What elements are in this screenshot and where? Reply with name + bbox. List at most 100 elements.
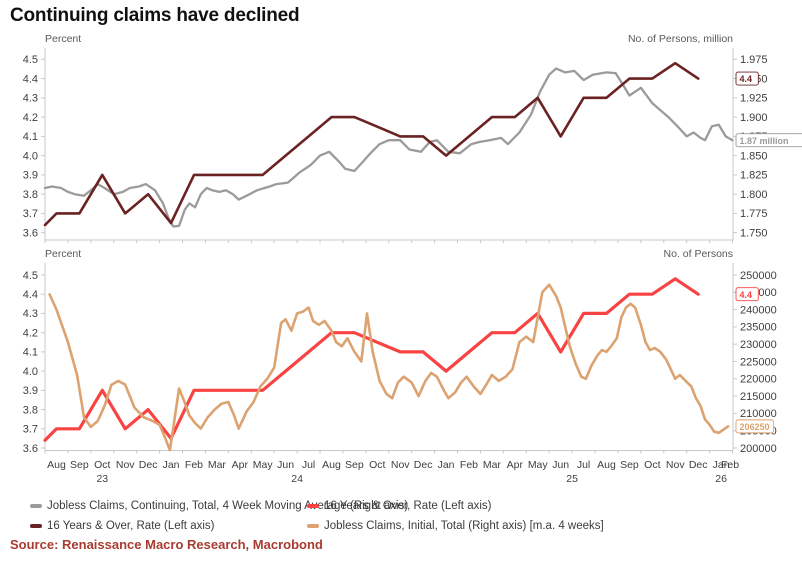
month-label: May — [253, 459, 274, 471]
month-label: Apr — [232, 459, 249, 471]
left-tick-label: 4.3 — [23, 93, 38, 105]
right-tick-label: 1.750 — [740, 228, 768, 240]
month-label: Jun — [277, 459, 294, 471]
end-value-label: 4.4 — [740, 74, 753, 84]
end-value-chip — [735, 133, 802, 148]
end-value-chip — [735, 419, 775, 434]
month-label: Dec — [414, 459, 433, 471]
month-label: Mar — [483, 459, 502, 471]
end-value-label: 4.4 — [740, 290, 753, 300]
end-value-label: 206250 — [740, 422, 770, 432]
month-label: Oct — [369, 459, 385, 471]
left-tick-label: 3.9 — [23, 170, 38, 182]
legend-swatch-dark-red — [30, 524, 42, 528]
end-value-chip — [735, 71, 759, 86]
end-value-chip — [735, 287, 759, 302]
series-line-orange — [48, 283, 730, 452]
left-tick-label: 3.7 — [23, 208, 38, 220]
left-tick-label: 4.0 — [23, 366, 38, 378]
year-label: 26 — [715, 473, 727, 485]
month-label: Jan — [163, 459, 180, 471]
right-tick-label: 235000 — [740, 322, 777, 334]
year-label: 24 — [291, 473, 303, 485]
right-tick-label: 250000 — [740, 270, 777, 282]
right-tick-label: 230000 — [740, 339, 777, 351]
month-label: Jan — [438, 459, 455, 471]
left-tick-label: 3.8 — [23, 189, 38, 201]
month-label: Sep — [620, 459, 639, 471]
month-label: Feb — [185, 459, 203, 471]
month-label: Mar — [208, 459, 227, 471]
legend-label: Jobless Claims, Initial, Total (Right ax… — [324, 520, 604, 532]
right-tick-label: 240000 — [740, 304, 777, 316]
month-label: Nov — [116, 459, 135, 471]
left-tick-label: 4.5 — [23, 270, 38, 282]
legend-swatch-orange — [307, 524, 319, 528]
month-label: Sep — [70, 459, 89, 471]
legend-item-rate-red: 16 Years & Over, Rate (Left axis) — [307, 500, 491, 512]
left-tick-label: 4.4 — [23, 289, 38, 301]
left-tick-label: 3.7 — [23, 424, 38, 436]
month-label: Feb — [721, 459, 739, 471]
legend-item-initial-claims: Jobless Claims, Initial, Total (Right ax… — [307, 520, 604, 532]
month-label: May — [528, 459, 549, 471]
legend-swatch-red — [307, 504, 319, 508]
source-note: Source: Renaissance Macro Research, Macr… — [10, 537, 323, 552]
month-label: Dec — [139, 459, 158, 471]
right-axis-title: No. of Persons, million — [628, 33, 733, 45]
right-tick-label: 225000 — [740, 356, 777, 368]
left-tick-label: 4.1 — [23, 131, 38, 143]
month-label: Nov — [666, 459, 685, 471]
right-axis-title: No. of Persons — [664, 248, 733, 260]
left-tick-label: 3.8 — [23, 404, 38, 416]
left-tick-label: 4.5 — [23, 54, 38, 66]
legend-label: Jobless Claims, Continuing, Total, 4 Wee… — [47, 500, 409, 512]
series-line-dark_red — [43, 61, 700, 227]
month-label: Feb — [460, 459, 478, 471]
month-label: Oct — [644, 459, 660, 471]
left-tick-label: 4.4 — [23, 73, 38, 85]
month-label: Jan — [713, 459, 730, 471]
left-axis-title: Percent — [45, 248, 81, 260]
series-line-gray — [43, 67, 734, 228]
right-tick-label: 1.800 — [740, 189, 768, 201]
month-label: Aug — [47, 459, 66, 471]
month-label: Aug — [322, 459, 341, 471]
month-label: Apr — [507, 459, 524, 471]
legend-swatch-gray — [30, 504, 42, 508]
right-tick-label: 1.825 — [740, 170, 768, 182]
left-tick-label: 3.6 — [23, 443, 38, 455]
right-tick-label: 210000 — [740, 408, 777, 420]
series-line-red — [43, 277, 700, 442]
left-tick-label: 4.3 — [23, 308, 38, 320]
legend-item-rate-darkred: 16 Years & Over, Rate (Left axis) — [30, 520, 214, 532]
year-label: 25 — [566, 473, 578, 485]
right-tick-label: 200000 — [740, 443, 777, 455]
month-label: Jul — [302, 459, 315, 471]
left-tick-label: 4.2 — [23, 327, 38, 339]
left-axis-title: Percent — [45, 33, 81, 45]
right-tick-label: 1.925 — [740, 93, 768, 105]
right-tick-label: 1.850 — [740, 150, 768, 162]
right-tick-label: 1.900 — [740, 112, 768, 124]
right-tick-label: 215000 — [740, 391, 777, 403]
right-tick-label: 220000 — [740, 374, 777, 386]
month-label: Jun — [552, 459, 569, 471]
month-label: Dec — [689, 459, 708, 471]
legend-label: 16 Years & Over, Rate (Left axis) — [47, 520, 215, 532]
month-label: Jul — [577, 459, 590, 471]
right-tick-label: 1.775 — [740, 208, 768, 220]
legend-label: 16 Years & Over, Rate (Left axis) — [324, 500, 492, 512]
right-tick-label: 1.975 — [740, 54, 768, 66]
legend-item-continuing-claims: Jobless Claims, Continuing, Total, 4 Wee… — [30, 500, 408, 512]
left-tick-label: 4.0 — [23, 150, 38, 162]
month-label: Aug — [597, 459, 616, 471]
charts-canvas: Percent No. of Persons, million 4.5 4.4 4.3 4… — [23, 33, 802, 485]
year-label: 23 — [96, 473, 108, 485]
page-title: Continuing claims have declined — [10, 5, 300, 26]
left-tick-label: 3.6 — [23, 228, 38, 240]
left-tick-label: 4.2 — [23, 112, 38, 124]
left-tick-label: 3.9 — [23, 385, 38, 397]
month-label: Oct — [94, 459, 110, 471]
